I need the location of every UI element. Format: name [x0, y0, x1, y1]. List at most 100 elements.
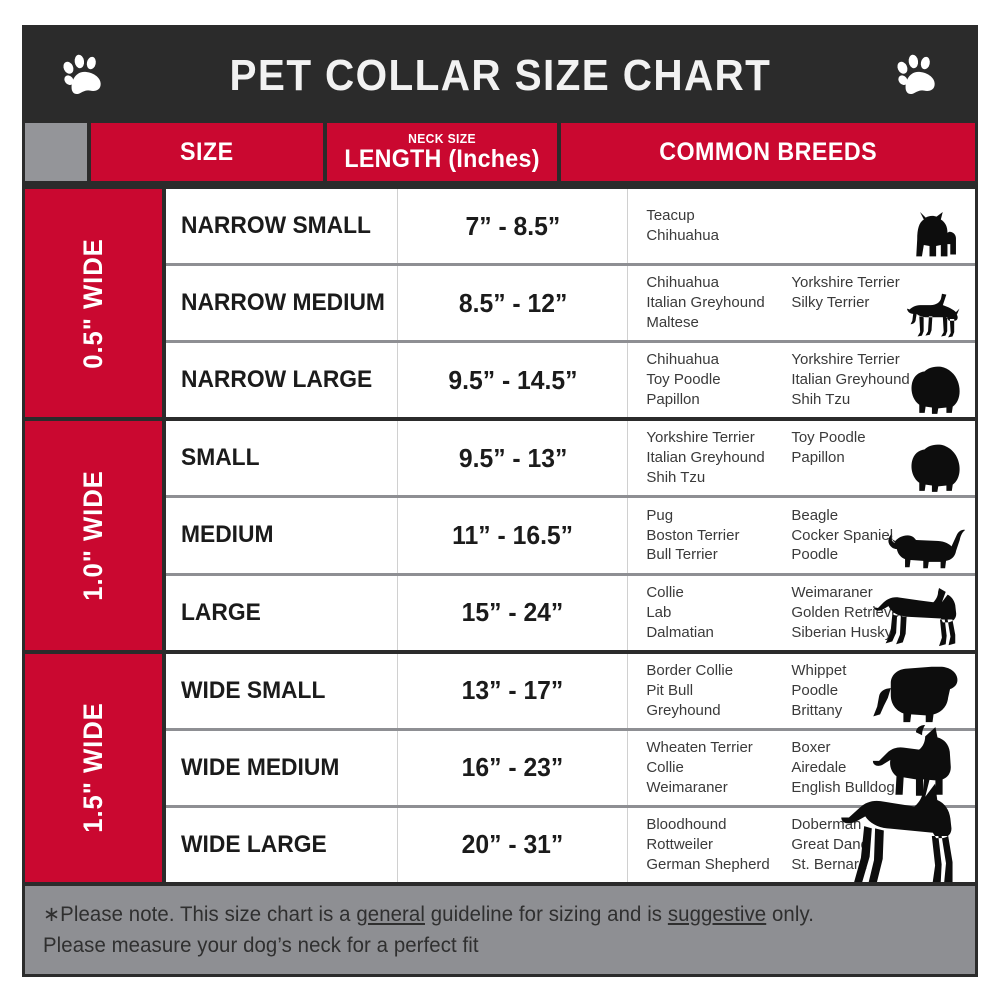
- group-width-label-text: 1.5" WIDE: [78, 702, 109, 834]
- table-row[interactable]: NARROW MEDIUM 8.5” - 12” Chihuahua Italian …: [166, 266, 975, 341]
- cell-common-breeds: Bloodhound Rottweiler German Shepherd Dober…: [628, 778, 975, 889]
- breed-name: Bloodhound: [646, 816, 727, 834]
- size-name-text: WIDE SMALL: [181, 676, 326, 704]
- breed-list: Whippet Poodle Brittany: [791, 661, 936, 721]
- size-group: 1.0" WIDE SMALL 9.5” - 13” Yorkshire Terrie…: [25, 417, 975, 650]
- breed-name: Shih Tzu: [791, 391, 851, 409]
- group-width-label-text: 0.5" WIDE: [78, 237, 109, 369]
- breed-list: Chihuahua Toy Poodle Papillon: [646, 350, 791, 410]
- breed-name: Whippet: [791, 661, 847, 679]
- neck-length-text: 13” - 17”: [462, 675, 564, 706]
- breed-list: Yorkshire Terrier Silky Terrier: [791, 273, 936, 333]
- cell-size-name: SMALL: [166, 421, 399, 496]
- breed-name: Lab: [646, 603, 672, 621]
- breed-name: Collie: [646, 758, 684, 776]
- breed-name: Beagle: [791, 506, 839, 524]
- breed-list: Toy Poodle Papillon: [791, 428, 936, 488]
- breed-list: Yorkshire Terrier Italian Greyhound Shih T…: [791, 350, 936, 410]
- breed-list: Collie Lab Dalmatian: [646, 583, 791, 643]
- cell-neck-length: 9.5” - 14.5”: [398, 343, 629, 418]
- breed-name: Bull Terrier: [646, 546, 718, 564]
- neck-length-text: 9.5” - 14.5”: [448, 364, 578, 395]
- cell-common-breeds: Border Collie Pit Bull Greyhound Whippet Poo…: [628, 654, 975, 728]
- table-row[interactable]: NARROW SMALL 7” - 8.5” Teacup Chihuahua: [166, 189, 975, 264]
- header-neck-size-label: NECK SIZE: [408, 131, 476, 146]
- cell-size-name: NARROW MEDIUM: [166, 266, 399, 341]
- breed-name: Weimaraner: [646, 778, 728, 796]
- cell-size-name: NARROW LARGE: [166, 343, 399, 418]
- header-breeds-label: COMMON BREEDS: [659, 137, 877, 166]
- breed-name: Boston Terrier: [646, 526, 740, 544]
- size-name-text: NARROW MEDIUM: [181, 289, 386, 317]
- breed-list: Boxer Airedale English Bulldog: [791, 738, 936, 798]
- table-row[interactable]: LARGE 15” - 24” Collie Lab Dalmatian Weimaran…: [166, 575, 975, 650]
- table-header-row: SIZE NECK SIZE LENGTH (Inches) COMMON BR…: [25, 123, 975, 185]
- size-name-text: SMALL: [181, 444, 260, 472]
- breed-name: Dalmatian: [646, 623, 714, 641]
- breed-name: Chihuahua: [646, 351, 719, 369]
- breed-name: Yorkshire Terrier: [646, 429, 755, 447]
- neck-length-text: 11” - 16.5”: [452, 519, 574, 550]
- breed-name: Italian Greyhound: [646, 294, 765, 312]
- cell-common-breeds: Teacup Chihuahua: [628, 189, 975, 263]
- cell-neck-length: 11” - 16.5”: [398, 498, 629, 573]
- group-rows: NARROW SMALL 7” - 8.5” Teacup Chihuahua NARR…: [166, 189, 975, 418]
- group-width-label: 1.0" WIDE: [25, 421, 163, 650]
- page-title: PET COLLAR SIZE CHART: [229, 50, 771, 100]
- cell-neck-length: 7” - 8.5”: [398, 189, 629, 264]
- breed-list: Teacup Chihuahua: [646, 206, 791, 246]
- disclaimer-underline-general: general: [356, 902, 425, 926]
- breed-name: Brittany: [791, 701, 843, 719]
- cell-neck-length: 9.5” - 13”: [398, 421, 629, 496]
- breed-name: Collie: [646, 583, 684, 601]
- paw-print-icon: [63, 54, 101, 94]
- breed-list: Bloodhound Rottweiler German Shepherd: [646, 815, 791, 875]
- table-row[interactable]: MEDIUM 11” - 16.5” Pug Boston Terrier Bull T…: [166, 498, 975, 573]
- cell-common-breeds: Collie Lab Dalmatian Weimaraner Golden Retri…: [628, 576, 975, 650]
- group-width-label-text: 1.0" WIDE: [78, 470, 109, 601]
- breed-name: Shih Tzu: [646, 469, 706, 487]
- breed-name: Silky Terrier: [791, 294, 870, 312]
- cell-neck-length: 16” - 23”: [398, 730, 629, 805]
- disclaimer-underline-suggestive: suggestive: [667, 902, 767, 926]
- breed-name: Border Collie: [646, 661, 734, 679]
- cell-size-name: LARGE: [166, 575, 399, 650]
- cell-common-breeds: Chihuahua Italian Greyhound Maltese Yorkshi…: [628, 266, 975, 340]
- header-length-label: LENGTH (Inches): [344, 145, 540, 173]
- disclaimer-line-1: ∗Please note. This size chart is a gener…: [43, 899, 930, 931]
- cell-common-breeds: Pug Boston Terrier Bull Terrier Beagle Cocke…: [628, 498, 975, 572]
- breed-name: Italian Greyhound: [646, 449, 765, 467]
- table-row[interactable]: WIDE LARGE 20” - 31” Bloodhound Rottweiler G…: [166, 778, 975, 889]
- breed-name: Pug: [646, 506, 674, 524]
- table-row[interactable]: NARROW LARGE 9.5” - 14.5” Chihuahua Toy Poo…: [166, 343, 975, 418]
- size-name-text: WIDE LARGE: [181, 830, 328, 858]
- breed-name: St. Bernard: [791, 855, 868, 873]
- breed-name: Great Dane: [791, 835, 869, 853]
- cell-neck-length: 8.5” - 12”: [398, 266, 629, 341]
- breed-name: Poodle: [791, 681, 839, 699]
- breed-name: Siberian Husky: [791, 623, 893, 641]
- breed-list: Pug Boston Terrier Bull Terrier: [646, 506, 791, 566]
- neck-length-text: 20” - 31”: [462, 829, 564, 860]
- breed-name: Italian Greyhound: [791, 371, 910, 389]
- breed-list: Chihuahua Italian Greyhound Maltese: [646, 273, 791, 333]
- breed-name: Maltese: [646, 314, 699, 332]
- cell-size-name: MEDIUM: [166, 498, 399, 573]
- pet-collar-size-chart: PET COLLAR SIZE CHART SIZE NECK SIZE LEN…: [22, 25, 978, 977]
- breed-name: Cocker Spaniel: [791, 526, 894, 544]
- group-width-label: 0.5" WIDE: [25, 189, 163, 418]
- neck-length-text: 15” - 24”: [462, 597, 564, 628]
- breed-name: Papillon: [791, 449, 845, 467]
- size-groups: 0.5" WIDE NARROW SMALL 7” - 8.5” Teacup Chih…: [25, 185, 975, 889]
- table-row[interactable]: SMALL 9.5” - 13” Yorkshire Terrier Italian …: [166, 421, 975, 496]
- breed-name: Greyhound: [646, 701, 721, 719]
- breed-list: [791, 206, 936, 246]
- table-row[interactable]: WIDE MEDIUM 16” - 23” Wheaten Terrier Colli…: [166, 724, 975, 805]
- breed-list: Beagle Cocker Spaniel Poodle: [791, 506, 936, 566]
- size-table: SIZE NECK SIZE LENGTH (Inches) COMMON BR…: [25, 123, 975, 889]
- group-rows: SMALL 9.5” - 13” Yorkshire Terrier Italian …: [166, 421, 975, 650]
- breed-list: Doberman Great Dane St. Bernard: [791, 815, 936, 875]
- neck-length-text: 7” - 8.5”: [465, 210, 561, 241]
- table-row[interactable]: WIDE SMALL 13” - 17” Border Collie Pit Bull…: [166, 653, 975, 728]
- disclaimer-line-2: Please measure your dog’s neck for a per…: [43, 934, 479, 957]
